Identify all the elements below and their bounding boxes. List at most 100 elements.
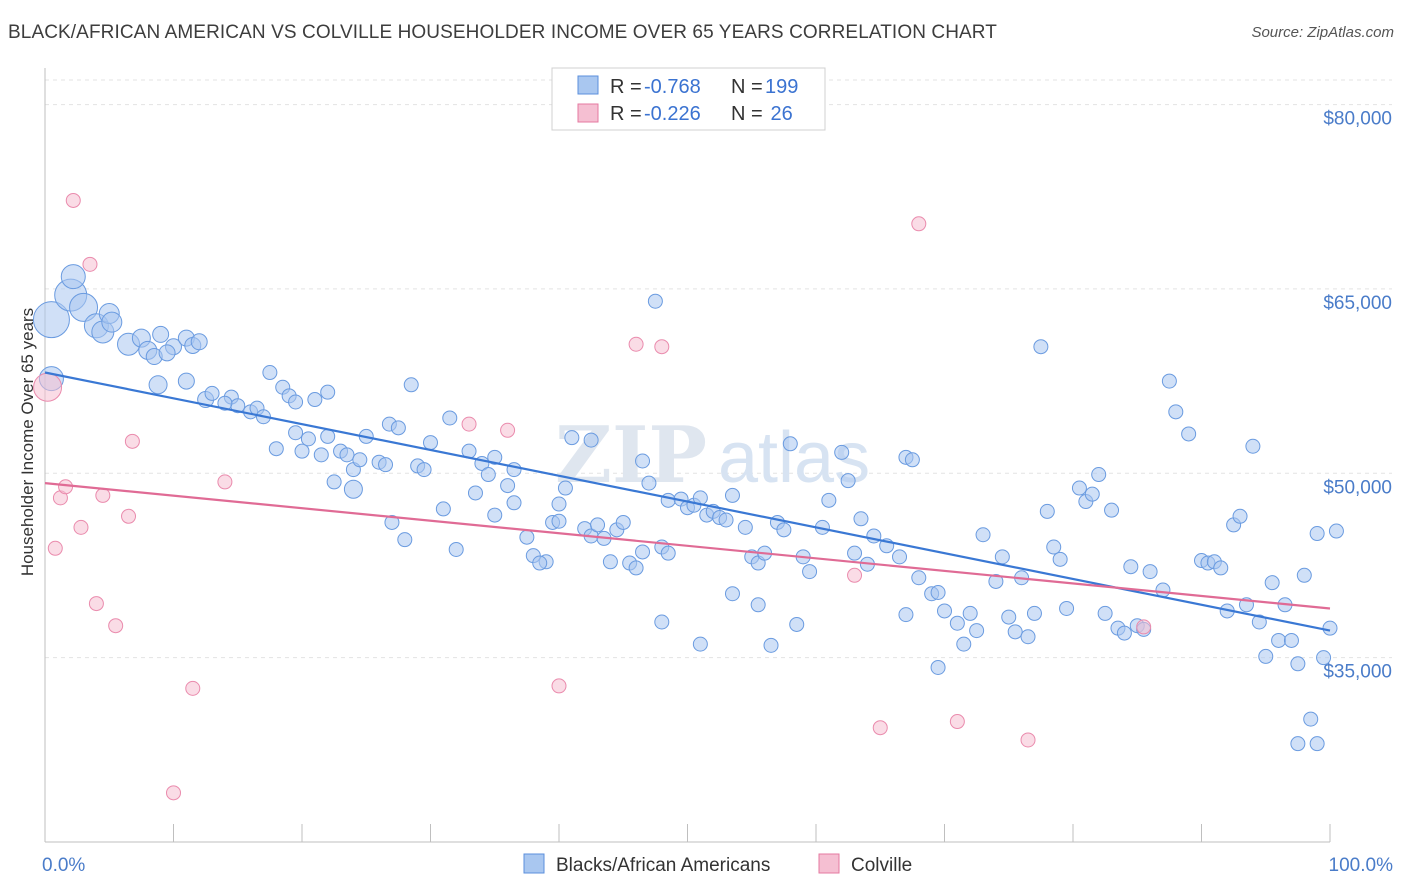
legend-swatch-pink — [577, 103, 599, 123]
legend-n-label-2: N = — [731, 103, 763, 125]
bottom-legend-label-blue: Blacks/African Americans — [556, 855, 770, 876]
grid-lines — [45, 79, 1392, 659]
point-blacks-187 — [962, 605, 978, 621]
point-blacks-172 — [1303, 711, 1319, 727]
point-blacks-125 — [956, 636, 972, 652]
point-blacks-62 — [500, 478, 516, 494]
point-blacks-164 — [1251, 614, 1267, 630]
point-blacks-192 — [506, 495, 522, 511]
point-blacks-165 — [1258, 648, 1274, 664]
point-blacks-110 — [834, 444, 850, 460]
point-blacks-67 — [384, 514, 400, 530]
point-blacks-107 — [802, 564, 818, 580]
point-blacks-89 — [660, 492, 676, 508]
point-colville-20 — [847, 567, 863, 583]
point-blacks-65 — [448, 541, 464, 557]
point-blacks-137 — [1052, 551, 1068, 567]
point-blacks-18 — [158, 344, 176, 362]
point-blacks-49 — [378, 457, 394, 473]
point-blacks-163 — [1245, 438, 1261, 454]
point-blacks-60 — [480, 467, 496, 483]
point-colville-12 — [166, 785, 181, 801]
point-blacks-153 — [1168, 404, 1184, 420]
point-colville-6 — [82, 256, 98, 272]
point-blacks-154 — [1181, 426, 1197, 442]
point-colville-13 — [185, 680, 201, 696]
point-blacks-66 — [397, 532, 413, 548]
x-tick-label-0: 0.0% — [42, 855, 85, 876]
point-blacks-34 — [217, 395, 233, 411]
point-blacks-37 — [294, 443, 310, 459]
point-blacks-146 — [1116, 625, 1132, 641]
point-colville-11 — [124, 433, 140, 449]
y-tick-label-2: $65,000 — [1323, 293, 1392, 314]
point-blacks-35 — [268, 441, 284, 457]
point-blacks-181 — [750, 597, 766, 613]
trend-lines — [44, 371, 1331, 632]
point-blacks-46 — [343, 479, 363, 499]
point-blacks-175 — [1316, 650, 1332, 666]
point-blacks-97 — [718, 512, 734, 528]
point-blacks-138 — [1059, 600, 1075, 616]
y-tick-label-0: $35,000 — [1323, 662, 1392, 683]
point-blacks-180 — [724, 586, 740, 602]
trend-line-colville — [44, 482, 1331, 610]
point-blacks-141 — [1084, 486, 1100, 502]
point-blacks-124 — [949, 615, 965, 631]
legend-r-label-2: R = — [610, 103, 642, 125]
point-blacks-183 — [789, 616, 805, 632]
point-blacks-104 — [776, 522, 792, 538]
point-colville-16 — [500, 422, 516, 438]
point-blacks-86 — [641, 475, 657, 491]
point-blacks-83 — [628, 560, 644, 576]
point-colville-25 — [1136, 619, 1152, 635]
point-blacks-158 — [1213, 560, 1229, 576]
point-blacks-182 — [763, 637, 779, 653]
point-blacks-170 — [1290, 656, 1306, 672]
watermark-zip: ZIP — [555, 410, 707, 501]
point-colville-14 — [217, 474, 233, 490]
point-blacks-0 — [32, 301, 70, 339]
bottom-legend-label-pink: Colville — [851, 855, 912, 876]
point-blacks-142 — [1091, 467, 1107, 483]
bottom-legend-swatch-pink — [818, 853, 840, 874]
point-blacks-177 — [1328, 523, 1344, 539]
data-points — [32, 192, 1344, 801]
point-blacks-32 — [307, 392, 323, 408]
point-blacks-176 — [1322, 620, 1338, 636]
point-blacks-55 — [423, 435, 438, 451]
point-colville-22 — [911, 216, 927, 232]
point-blacks-119 — [904, 452, 920, 468]
point-blacks-130 — [1001, 609, 1017, 625]
point-blacks-45 — [352, 452, 368, 468]
point-blacks-150 — [1142, 564, 1158, 580]
point-blacks-74 — [557, 480, 573, 496]
point-blacks-120 — [911, 570, 927, 586]
legend-n-value-2: 26 — [765, 103, 793, 125]
point-blacks-133 — [1026, 605, 1042, 621]
watermark: ZIP atlas — [555, 410, 870, 501]
point-blacks-33 — [320, 384, 336, 400]
point-blacks-38 — [300, 431, 316, 447]
point-colville-7 — [88, 596, 104, 612]
point-colville-19 — [654, 339, 670, 355]
point-blacks-41 — [326, 474, 342, 490]
y-tick-labels: $35,000 $50,000 $65,000 $80,000 — [1323, 109, 1392, 683]
point-blacks-105 — [782, 436, 798, 452]
point-colville-3 — [58, 479, 74, 495]
point-colville-8 — [95, 487, 111, 503]
point-blacks-136 — [1046, 539, 1062, 555]
point-blacks-139 — [1071, 480, 1087, 496]
y-axis-label: Householder Income Over 65 years — [18, 308, 37, 576]
point-blacks-126 — [969, 623, 985, 639]
point-blacks-147 — [1123, 559, 1139, 575]
point-colville-24 — [1020, 732, 1036, 748]
point-blacks-84 — [635, 544, 651, 560]
point-blacks-88 — [660, 545, 676, 561]
point-colville-23 — [949, 714, 965, 730]
point-blacks-73 — [551, 496, 567, 512]
point-blacks-193 — [532, 555, 548, 571]
point-blacks-39 — [320, 428, 336, 444]
point-blacks-17 — [190, 333, 208, 351]
